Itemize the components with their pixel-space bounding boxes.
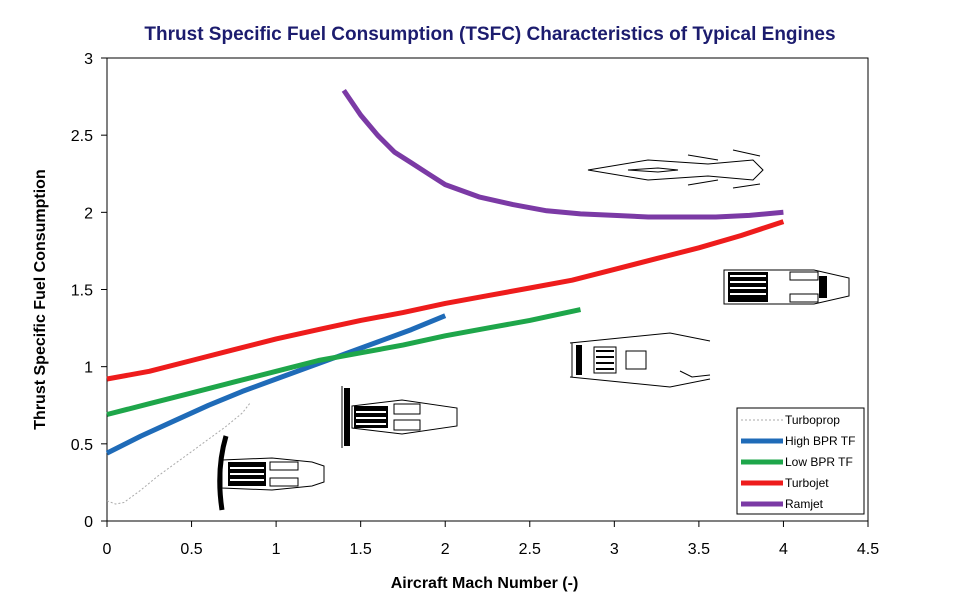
- engine-illustrations: [217, 149, 850, 511]
- x-tick-label: 0: [103, 541, 112, 558]
- series-line-ramjet: [341, 88, 784, 220]
- y-tick-label: 1.5: [71, 283, 93, 300]
- x-tick-label: 4: [779, 541, 788, 558]
- x-tick-label: 2: [441, 541, 450, 558]
- x-tick-label: 3.5: [688, 541, 710, 558]
- legend: Turboprop High BPR TF Low BPR TF Turbojet Ra…: [736, 407, 865, 515]
- low-bpr-turbofan-sketch: [569, 332, 711, 388]
- series-line-low-bpr-tf: [106, 307, 582, 417]
- ramjet-engine-sketch: [587, 149, 764, 189]
- y-tick-label: 0.5: [71, 437, 93, 454]
- y-tick-label: 3: [84, 51, 93, 68]
- y-tick-label: 2.5: [71, 128, 93, 145]
- turboprop-engine-sketch: [217, 435, 325, 511]
- series-line-turboprop: [106, 401, 252, 505]
- turbojet-engine-sketch: [723, 269, 850, 305]
- legend-label: High BPR TF: [785, 434, 855, 448]
- x-tick-label: 1: [272, 541, 281, 558]
- legend-label: Low BPR TF: [785, 455, 853, 469]
- x-tick-label: 4.5: [857, 541, 879, 558]
- x-tick-label: 0.5: [180, 541, 202, 558]
- legend-label: Turboprop: [785, 413, 840, 427]
- high-bpr-turbofan-sketch: [341, 386, 458, 448]
- legend-label: Ramjet: [785, 497, 824, 511]
- x-tick-label: 3: [610, 541, 619, 558]
- axes: 0 0.5 1 1.5 2 2.5 3 3.5 4 4.5 0 0.5 1 1.5 2 2.5 3 Aircraf…: [32, 51, 879, 592]
- x-axis-label: Aircraft Mach Number (-): [391, 575, 579, 592]
- series-line-high-bpr-tf: [105, 313, 447, 456]
- x-tick-label: 1.5: [350, 541, 372, 558]
- series-lines: [105, 88, 785, 505]
- y-tick-label: 2: [84, 205, 93, 222]
- y-axis-label: Thrust Specific Fuel Consumption: [32, 169, 49, 429]
- y-tick-label: 1: [84, 360, 93, 377]
- chart-title: Thrust Specific Fuel Consumption (TSFC) …: [144, 24, 836, 45]
- legend-label: Turbojet: [785, 476, 829, 490]
- x-tick-label: 2.5: [519, 541, 541, 558]
- series-line-turbojet: [106, 219, 785, 382]
- y-tick-label: 0: [84, 514, 93, 531]
